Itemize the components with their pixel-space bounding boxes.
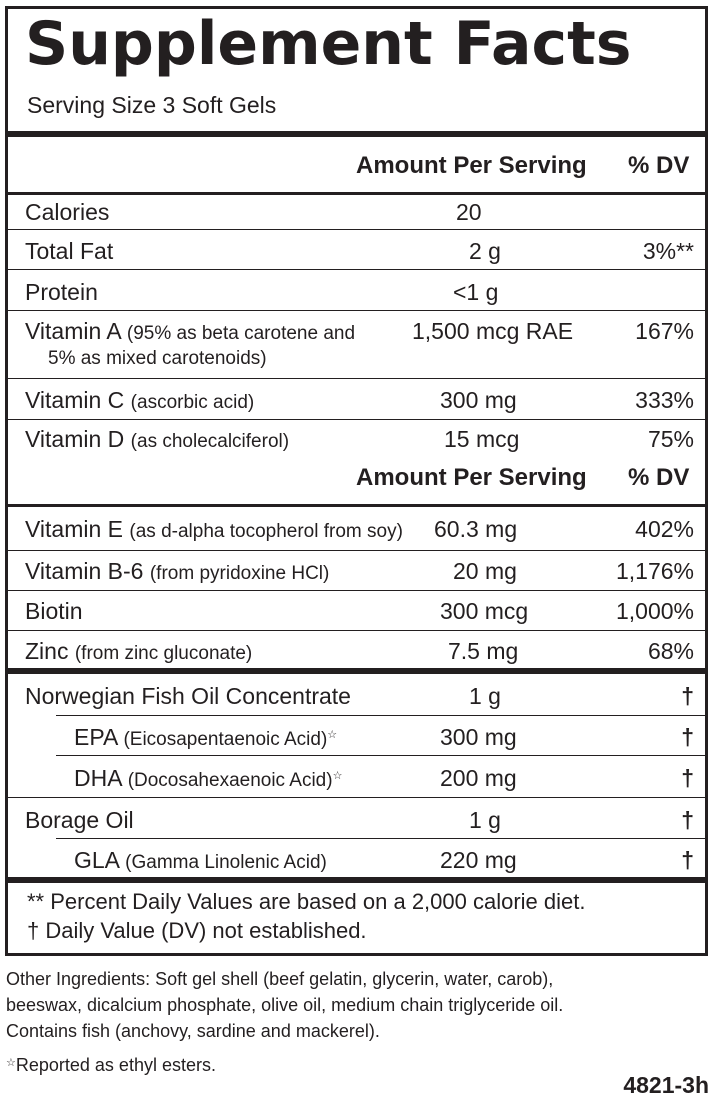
nutrient-dv: 167%	[635, 318, 694, 344]
nutrient-dv: †	[681, 847, 694, 873]
ingredients-line: beeswax, dicalcium phosphate, olive oil,…	[6, 995, 564, 1015]
amount-header: Amount Per Serving	[356, 152, 587, 179]
nutrient-dv: 1,176%	[615, 558, 694, 584]
nutrient-subtext: 5% as mixed carotenoids)	[48, 348, 267, 369]
nutrient-amount: 60.3 mg	[434, 516, 518, 542]
footnote-dagger: † Daily Value (DV) not established.	[27, 918, 367, 943]
divider-top	[8, 131, 705, 137]
nutrient-dv: 1,000%	[615, 598, 694, 624]
nutrient-amount: 300 mg	[440, 387, 517, 413]
nutrient-amount: 15 mcg	[444, 426, 520, 452]
row-divider	[8, 269, 705, 270]
nutrient-name: Vitamin E (as d-alpha tocopherol from so…	[25, 516, 403, 542]
row-divider	[56, 755, 705, 756]
nutrient-dv: 3%**	[642, 238, 694, 264]
divider-thick	[8, 877, 705, 883]
nutrient-dv: †	[681, 724, 694, 750]
dv-header: % DV	[628, 464, 690, 491]
row-divider	[8, 310, 705, 311]
serving-size: Serving Size 3 Soft Gels	[27, 92, 277, 118]
nutrient-amount: 300 mcg	[440, 598, 529, 624]
nutrient-amount: 1 g	[469, 683, 501, 709]
row-divider	[56, 838, 705, 839]
star-icon: ☆	[6, 1057, 16, 1069]
other-ingredients: Other Ingredients: Soft gel shell (beef …	[6, 966, 711, 1078]
nutrient-dv: †	[681, 765, 694, 791]
nutrient-amount: 200 mg	[440, 765, 517, 791]
nutrient-amount: 300 mg	[440, 724, 517, 750]
nutrient-dv: †	[681, 807, 694, 833]
row-divider	[8, 378, 705, 379]
nutrient-name: Vitamin C (ascorbic acid)	[25, 387, 255, 413]
row-divider	[8, 419, 705, 420]
nutrient-name: Total Fat	[25, 238, 114, 264]
nutrient-dv: 75%	[647, 426, 694, 452]
nutrient-amount: 7.5 mg	[448, 638, 519, 664]
panel-title: Supplement Facts	[25, 9, 632, 79]
ingredients-line: Other Ingredients: Soft gel shell (beef …	[6, 969, 554, 989]
row-divider	[56, 715, 705, 716]
nutrient-dv: †	[681, 683, 694, 709]
nutrient-name: Vitamin A (95% as beta carotene and	[25, 318, 356, 344]
nutrient-dv: 68%	[647, 638, 694, 664]
star-icon: ☆	[332, 770, 343, 782]
nutrient-amount: 20	[456, 199, 482, 225]
nutrient-name: DHA (Docosahexaenoic Acid)☆	[74, 765, 343, 791]
product-code: 4821-3h	[623, 1072, 709, 1098]
nutrient-name: Protein	[25, 279, 98, 305]
nutrient-amount: <1 g	[453, 279, 499, 305]
nutrient-name: Norwegian Fish Oil Concentrate	[25, 683, 351, 709]
nutrient-name: Calories	[25, 199, 110, 225]
nutrient-name: Biotin	[25, 598, 83, 624]
row-divider	[8, 590, 705, 591]
nutrient-dv: 333%	[635, 387, 694, 413]
nutrient-amount: 1 g	[469, 807, 501, 833]
row-divider	[8, 797, 705, 798]
nutrient-amount: 220 mg	[440, 847, 517, 873]
footnote-percent-dv: ** Percent Daily Values are based on a 2…	[27, 889, 586, 914]
divider-thick	[8, 668, 705, 674]
nutrient-name: GLA (Gamma Linolenic Acid)	[74, 847, 327, 873]
nutrient-name: EPA (Eicosapentaenoic Acid)☆	[74, 724, 338, 750]
row-divider	[8, 550, 705, 551]
ingredients-line: Contains fish (anchovy, sardine and mack…	[6, 1021, 380, 1041]
divider-header	[8, 192, 705, 195]
nutrient-name: Zinc (from zinc gluconate)	[25, 638, 253, 664]
nutrient-name: Vitamin D (as cholecalciferol)	[25, 426, 290, 452]
nutrient-name: Vitamin B-6 (from pyridoxine HCl)	[25, 558, 330, 584]
nutrient-name: Borage Oil	[25, 807, 134, 833]
nutrient-amount: 2 g	[469, 238, 501, 264]
nutrient-amount: 20 mg	[453, 558, 517, 584]
supplement-facts-panel: Supplement Facts Serving Size 3 Soft Gel…	[5, 6, 708, 956]
row-divider	[8, 630, 705, 631]
row-divider	[8, 229, 705, 230]
dv-header: % DV	[628, 152, 690, 179]
nutrient-dv: 402%	[635, 516, 694, 542]
amount-header: Amount Per Serving	[356, 464, 587, 491]
star-icon: ☆	[327, 729, 338, 741]
divider-header	[8, 504, 705, 507]
ester-note: ☆Reported as ethyl esters.	[6, 1055, 216, 1075]
nutrient-amount: 1,500 mcg RAE	[412, 318, 574, 344]
